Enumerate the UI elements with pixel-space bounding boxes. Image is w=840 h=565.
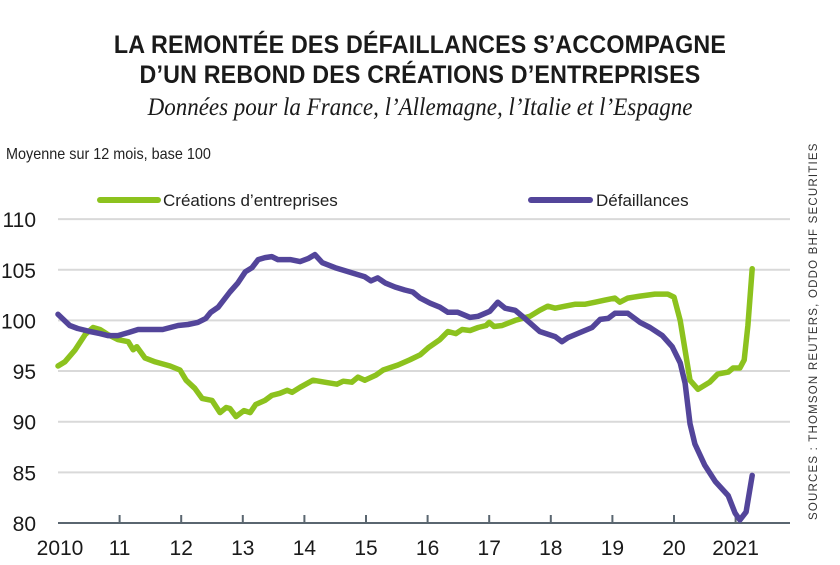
line-chart: 80 85 90 95 100 105 110 2010 11 12 13 14 15 16 17 18 19… (1, 191, 790, 560)
legend-label-creations: Créations d’entreprises (163, 191, 338, 210)
y-axis-tick-labels: 80 85 90 95 100 105 110 (1, 209, 36, 536)
y-tick-label: 80 (13, 513, 36, 536)
x-tick-label: 13 (231, 537, 254, 560)
y-tick-label: 105 (1, 260, 36, 283)
x-tick-label: 18 (539, 537, 562, 560)
x-tick-label: 15 (354, 537, 377, 560)
series-line-defaillances (55, 251, 755, 523)
x-tick-label: 2021 (712, 537, 759, 560)
chart-title-line-1: LA REMONTÉE DES DÉFAILLANCES S’ACCOMPAGN… (113, 31, 727, 59)
gridlines (58, 218, 790, 474)
x-tick-label: 19 (601, 537, 624, 560)
series-lines (55, 251, 755, 523)
y-tick-label: 100 (1, 310, 36, 333)
legend: Créations d’entreprises Défaillances (97, 191, 689, 210)
y-tick-label: 90 (13, 412, 36, 435)
x-tick-label: 16 (416, 537, 439, 560)
source-note: SOURCES : THOMSON REUTERS, ODDO BHF SECU… (808, 142, 820, 520)
x-tick-label: 11 (109, 537, 131, 560)
legend-item-defaillances: Défaillances (528, 191, 689, 210)
x-tick-label: 14 (293, 537, 317, 560)
y-axis-unit-label: Moyenne sur 12 mois, base 100 (6, 146, 211, 163)
x-tick-label: 17 (478, 537, 501, 560)
series-line-creations (55, 265, 755, 420)
y-tick-label: 95 (13, 361, 36, 384)
chart-subtitle: Données pour la France, l’Allemagne, l’I… (147, 94, 693, 121)
y-tick-label: 85 (13, 462, 36, 485)
x-tick-label: 2010 (37, 537, 84, 560)
legend-item-creations: Créations d’entreprises (97, 191, 338, 210)
x-axis: 2010 11 12 13 14 15 16 17 18 19 20 2021 (37, 515, 790, 560)
chart-title-line-2: D’UN REBOND DES CRÉATIONS D’ENTREPRISES (139, 61, 701, 89)
x-tick-label: 12 (170, 537, 193, 560)
legend-label-defaillances: Défaillances (596, 191, 689, 210)
x-tick-label: 20 (662, 537, 685, 560)
y-tick-label: 110 (3, 209, 36, 232)
